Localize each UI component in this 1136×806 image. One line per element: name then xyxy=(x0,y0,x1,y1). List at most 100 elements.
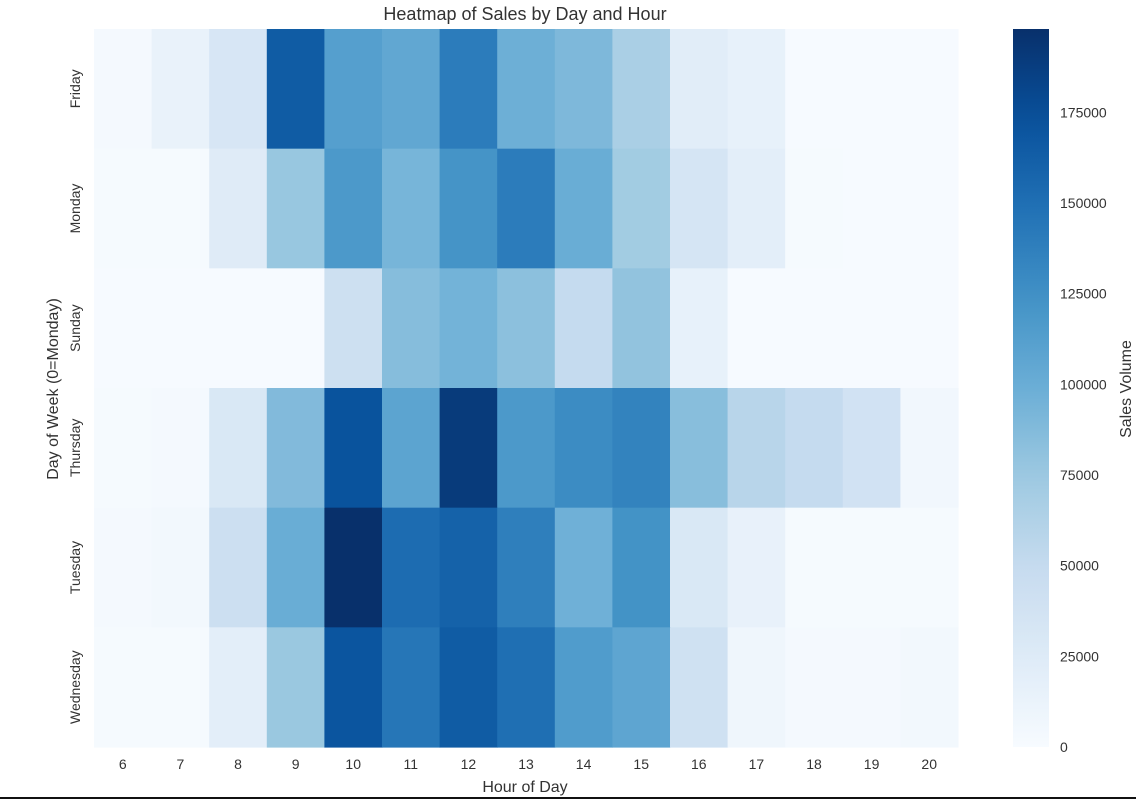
heatmap-cell-friday-18 xyxy=(785,29,844,150)
x-tick-label: 11 xyxy=(404,756,419,772)
heatmap-cell-friday-7 xyxy=(151,29,210,150)
heatmap-cell-sunday-10 xyxy=(324,268,383,389)
heatmap-cell-wednesday-20 xyxy=(900,627,959,748)
heatmap-cell-tuesday-8 xyxy=(209,507,268,628)
heatmap-cell-friday-9 xyxy=(266,29,325,150)
heatmap-cell-monday-17 xyxy=(727,148,786,269)
y-axis-label: Day of Week (0=Monday) xyxy=(45,298,62,480)
x-tick-label: 10 xyxy=(345,756,361,772)
x-tick-label: 13 xyxy=(518,756,534,772)
heatmap-cell-thursday-7 xyxy=(151,388,210,509)
heatmap-cell-thursday-14 xyxy=(554,388,613,509)
heatmap-cell-sunday-6 xyxy=(94,268,153,389)
x-tick-labels: 6 7 8 9 10 11 12 13 14 15 16 17 18 19 20 xyxy=(119,756,937,772)
y-tick-label: Friday xyxy=(67,69,83,108)
heatmap-cell-tuesday-9 xyxy=(266,507,325,628)
heatmap-cell-sunday-11 xyxy=(382,268,441,389)
x-tick-label: 12 xyxy=(461,756,477,772)
heatmap-cell-friday-17 xyxy=(727,29,786,150)
heatmap-cell-wednesday-7 xyxy=(151,627,210,748)
x-tick-label: 19 xyxy=(864,756,880,772)
heatmap-cell-wednesday-12 xyxy=(439,627,498,748)
heatmap-cell-tuesday-18 xyxy=(785,507,844,628)
heatmap-cell-sunday-15 xyxy=(612,268,671,389)
heatmap-cell-wednesday-11 xyxy=(382,627,441,748)
heatmap-cell-friday-10 xyxy=(324,29,383,150)
x-axis-label: Hour of Day xyxy=(482,779,567,796)
colorbar-tick-label: 50000 xyxy=(1060,558,1099,574)
heatmap-cell-sunday-7 xyxy=(151,268,210,389)
heatmap-cell-thursday-11 xyxy=(382,388,441,509)
colorbar-tick-label: 25000 xyxy=(1060,648,1099,664)
heatmap-cell-thursday-20 xyxy=(900,388,959,509)
heatmap-cell-monday-8 xyxy=(209,148,268,269)
heatmap-cell-thursday-18 xyxy=(785,388,844,509)
heatmap-cell-friday-8 xyxy=(209,29,268,150)
heatmap-cell-thursday-8 xyxy=(209,388,268,509)
heatmap-cell-thursday-10 xyxy=(324,388,383,509)
y-tick-label: Sunday xyxy=(67,304,83,351)
bottom-border xyxy=(0,797,1136,799)
y-tick-labels: Friday Monday Sunday Thursday Tuesday Wednesd… xyxy=(67,69,83,724)
x-tick-label: 6 xyxy=(119,756,127,772)
colorbar-tick-label: 0 xyxy=(1060,739,1068,755)
heatmap-cell-tuesday-6 xyxy=(94,507,153,628)
heatmap-cell-friday-19 xyxy=(842,29,901,150)
heatmap-cell-tuesday-14 xyxy=(554,507,613,628)
heatmap-cell-wednesday-14 xyxy=(554,627,613,748)
colorbar xyxy=(1013,29,1049,747)
heatmap-cell-thursday-15 xyxy=(612,388,671,509)
heatmap-cell-thursday-9 xyxy=(266,388,325,509)
heatmap-cell-friday-13 xyxy=(497,29,556,150)
colorbar-tick-label: 125000 xyxy=(1060,286,1107,302)
heatmap-cell-sunday-16 xyxy=(670,268,729,389)
colorbar-tick-label: 150000 xyxy=(1060,195,1107,211)
heatmap-cell-tuesday-17 xyxy=(727,507,786,628)
heatmap-cell-monday-13 xyxy=(497,148,556,269)
heatmap-cell-thursday-19 xyxy=(842,388,901,509)
heatmap-cell-friday-11 xyxy=(382,29,441,150)
heatmap-cell-thursday-16 xyxy=(670,388,729,509)
heatmap-cell-friday-14 xyxy=(554,29,613,150)
heatmap-cell-tuesday-13 xyxy=(497,507,556,628)
x-tick-label: 14 xyxy=(576,756,592,772)
heatmap-cell-tuesday-20 xyxy=(900,507,959,628)
heatmap-cell-tuesday-19 xyxy=(842,507,901,628)
heatmap-cell-thursday-13 xyxy=(497,388,556,509)
heatmap-cell-sunday-8 xyxy=(209,268,268,389)
y-tick-label: Tuesday xyxy=(67,541,83,594)
colorbar-ticks: 0 25000 50000 75000 100000 125000 150000 175000 xyxy=(1060,104,1107,755)
heatmap-cell-wednesday-10 xyxy=(324,627,383,748)
heatmap-cell-tuesday-7 xyxy=(151,507,210,628)
heatmap-cell-friday-12 xyxy=(439,29,498,150)
heatmap-cell-sunday-18 xyxy=(785,268,844,389)
heatmap-cell-wednesday-9 xyxy=(266,627,325,748)
colorbar-tick-label: 175000 xyxy=(1060,104,1107,120)
heatmap-cell-tuesday-12 xyxy=(439,507,498,628)
heatmap-cell-sunday-9 xyxy=(266,268,325,389)
heatmap-cell-friday-6 xyxy=(94,29,153,150)
colorbar-label: Sales Volume xyxy=(1118,340,1135,438)
heatmap-cell-sunday-17 xyxy=(727,268,786,389)
heatmap-cell-monday-15 xyxy=(612,148,671,269)
heatmap-cell-wednesday-16 xyxy=(670,627,729,748)
heatmap-cell-monday-20 xyxy=(900,148,959,269)
heatmap-cell-tuesday-16 xyxy=(670,507,729,628)
colorbar-tick-label: 75000 xyxy=(1060,467,1099,483)
heatmap-cell-friday-16 xyxy=(670,29,729,150)
heatmap-cell-wednesday-18 xyxy=(785,627,844,748)
x-tick-label: 8 xyxy=(234,756,242,772)
heatmap-cell-sunday-20 xyxy=(900,268,959,389)
x-tick-label: 17 xyxy=(749,756,765,772)
heatmap-cell-monday-7 xyxy=(151,148,210,269)
heatmap-cell-monday-16 xyxy=(670,148,729,269)
x-tick-label: 20 xyxy=(921,756,937,772)
x-tick-label: 16 xyxy=(691,756,707,772)
heatmap-cell-thursday-6 xyxy=(94,388,153,509)
heatmap-cell-tuesday-11 xyxy=(382,507,441,628)
x-tick-label: 9 xyxy=(292,756,300,772)
heatmap-cell-thursday-17 xyxy=(727,388,786,509)
heatmap-cell-friday-15 xyxy=(612,29,671,150)
